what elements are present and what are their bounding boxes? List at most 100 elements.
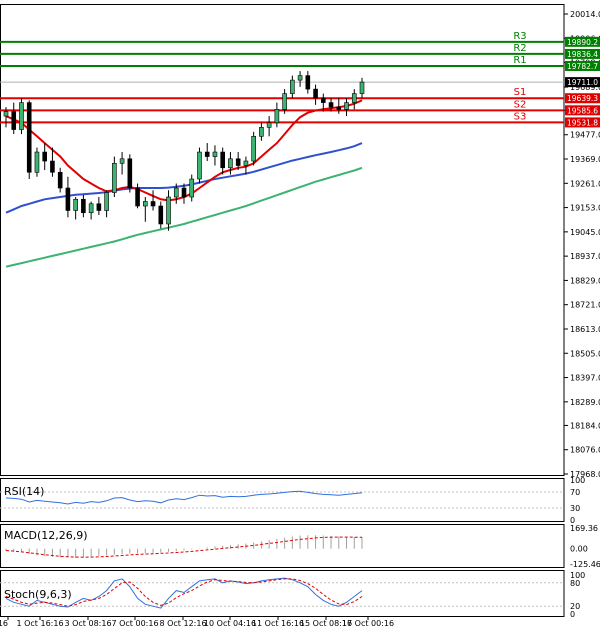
macd-label: MACD(12,26,9)	[4, 529, 88, 542]
candle-up	[344, 102, 349, 110]
candle-up	[3, 111, 9, 117]
level-tag-bg-r2	[565, 48, 600, 59]
price-tick-label: 18076.0	[570, 446, 600, 455]
candle-up	[243, 160, 249, 166]
time-tick-label: 04:16	[0, 619, 8, 628]
level-tag-r2: 19836.4	[567, 50, 598, 59]
level-tag-s2: 19585.6	[567, 106, 598, 115]
price-tick-label: 18289.0	[570, 398, 600, 407]
rsi-tick-label: 30	[570, 504, 580, 513]
rsi-tick-label: 0	[570, 516, 575, 525]
candle-down	[50, 160, 55, 173]
candle-up	[297, 75, 303, 81]
time-tick-label: 3 Oct 08:16	[64, 619, 111, 628]
macd-panel-frame	[0, 524, 565, 568]
candle-up	[88, 203, 94, 214]
candle-up	[197, 151, 202, 180]
candle-up	[73, 198, 78, 211]
time-tick-label: 11 Oct 16:16	[252, 619, 304, 628]
candle-up	[351, 93, 357, 103]
candle-up	[212, 151, 218, 157]
candle-down	[65, 187, 71, 211]
candle-down	[135, 187, 140, 207]
current-price-tag-bg	[565, 77, 600, 88]
candle-down	[158, 205, 164, 225]
candle-up	[119, 158, 125, 164]
level-label-r2: R2	[513, 43, 526, 54]
candle-down	[181, 187, 187, 198]
candle-up	[34, 151, 40, 173]
level-label-r3: R3	[513, 31, 526, 42]
stoch-tick-label: 0	[570, 610, 575, 619]
time-tick-label: 17 Oct 00:16	[342, 619, 394, 628]
level-tag-bg-s1	[565, 93, 600, 104]
price-tick-label: 19689.0	[570, 83, 600, 92]
level-tag-bg-s2	[565, 105, 600, 116]
candle-up	[189, 178, 195, 198]
level-label-r1: R1	[513, 55, 526, 66]
price-tick-label: 19477.0	[570, 131, 600, 140]
macd-tick-label: -125.46	[570, 560, 600, 569]
stoch-k-line	[5, 577, 363, 609]
candle-down	[321, 97, 326, 103]
candle-up	[259, 127, 264, 137]
level-tag-r3: 19890.2	[567, 38, 598, 47]
candle-up	[274, 109, 280, 124]
price-tick-label: 19369.0	[570, 155, 600, 164]
macd-tick-label: 169.36	[570, 524, 598, 533]
rsi-tick-label: 70	[570, 488, 580, 497]
candle-down	[220, 151, 225, 169]
stoch-d-line	[5, 578, 363, 607]
time-tick-label: 7 Oct 00:16	[111, 619, 158, 628]
candle-down	[204, 151, 210, 157]
rsi-label: RSI(14)	[4, 485, 44, 498]
candle-down	[150, 201, 156, 207]
macd-tick-label: 0.00	[570, 545, 588, 554]
candle-up	[359, 81, 365, 94]
candle-down	[328, 102, 334, 108]
level-tag-bg-r1	[565, 61, 600, 72]
candle-down	[42, 151, 47, 162]
price-tick-label: 18613.0	[570, 325, 600, 334]
candle-down	[57, 171, 63, 189]
price-tick-label: 18184.0	[570, 421, 600, 430]
candle-up	[166, 196, 171, 225]
candle-down	[305, 75, 311, 90]
level-label-s1: S1	[514, 87, 527, 98]
rsi-line	[5, 490, 363, 505]
level-label-s3: S3	[514, 111, 527, 122]
candle-up	[143, 201, 148, 207]
candle-up	[251, 136, 256, 162]
price-tick-label: 18721.0	[570, 301, 600, 310]
stoch-tick-label: 80	[570, 579, 580, 588]
candle-up	[173, 187, 179, 198]
price-tick-label: 19153.0	[570, 204, 600, 213]
candle-down	[96, 203, 102, 211]
level-tag-r1: 19782.7	[567, 62, 598, 71]
candle-up	[282, 93, 287, 110]
price-tick-label: 19261.0	[570, 179, 600, 188]
rsi-panel-frame	[0, 478, 565, 522]
stoch-tick-label: 100	[570, 571, 585, 580]
level-label-s2: S2	[514, 99, 527, 110]
price-tick-label: 20014.0	[570, 10, 600, 19]
candle-down	[235, 158, 241, 166]
candle-down	[81, 198, 86, 214]
price-tick-label: 17968.0	[570, 470, 600, 479]
candle-down	[336, 106, 342, 110]
main-panel-frame	[0, 4, 565, 476]
candle-down	[11, 111, 17, 130]
candle-up	[19, 102, 24, 130]
price-tick-label: 18505.0	[570, 349, 600, 358]
candle-down	[313, 88, 318, 99]
stoch-label: Stoch(9,6,3)	[4, 588, 72, 601]
candle-up	[266, 122, 272, 128]
time-tick-label: 15 Oct 08:16	[300, 619, 352, 628]
candle-up	[228, 158, 233, 169]
level-tag-bg-r3	[565, 36, 600, 47]
candle-down	[26, 102, 32, 173]
price-tick-label: 19045.0	[570, 228, 600, 237]
current-price-tag: 19711.0	[567, 78, 598, 87]
rsi-tick-label: 100	[570, 476, 585, 485]
time-tick-label: 8 Oct 12:16	[159, 619, 206, 628]
